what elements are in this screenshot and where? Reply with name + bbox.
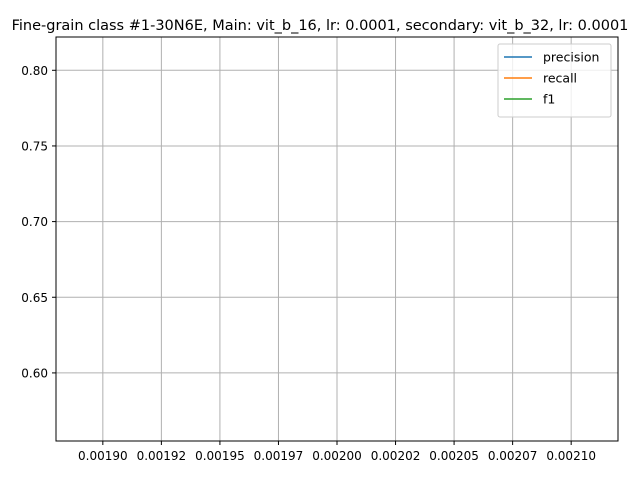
x-tick-label: 0.00205 [429, 449, 479, 463]
y-tick-label: 0.60 [21, 366, 48, 380]
x-tick-label: 0.00210 [546, 449, 596, 463]
x-tick-label: 0.00202 [371, 449, 421, 463]
chart-title: Fine-grain class #1-30N6E, Main: vit_b_1… [12, 18, 629, 34]
axis-ticks: 0.00190 0.00192 0.00195 0.00197 0.00200 0.002… [21, 64, 596, 463]
y-tick-label: 0.80 [21, 64, 48, 78]
x-tick-label: 0.00197 [254, 449, 304, 463]
x-tick-label: 0.00207 [488, 449, 538, 463]
legend-label-precision: precision [543, 50, 599, 65]
legend-label-recall: recall [543, 71, 577, 86]
y-tick-label: 0.65 [21, 291, 48, 305]
x-tick-label: 0.00192 [137, 449, 187, 463]
legend-label-f1: f1 [543, 92, 555, 107]
legend: precision recall f1 [497, 43, 612, 118]
x-tick-label: 0.00195 [195, 449, 245, 463]
x-tick-label: 0.00190 [78, 449, 128, 463]
y-tick-label: 0.75 [21, 139, 48, 153]
y-tick-label: 0.70 [21, 215, 48, 229]
x-tick-label: 0.00200 [312, 449, 362, 463]
